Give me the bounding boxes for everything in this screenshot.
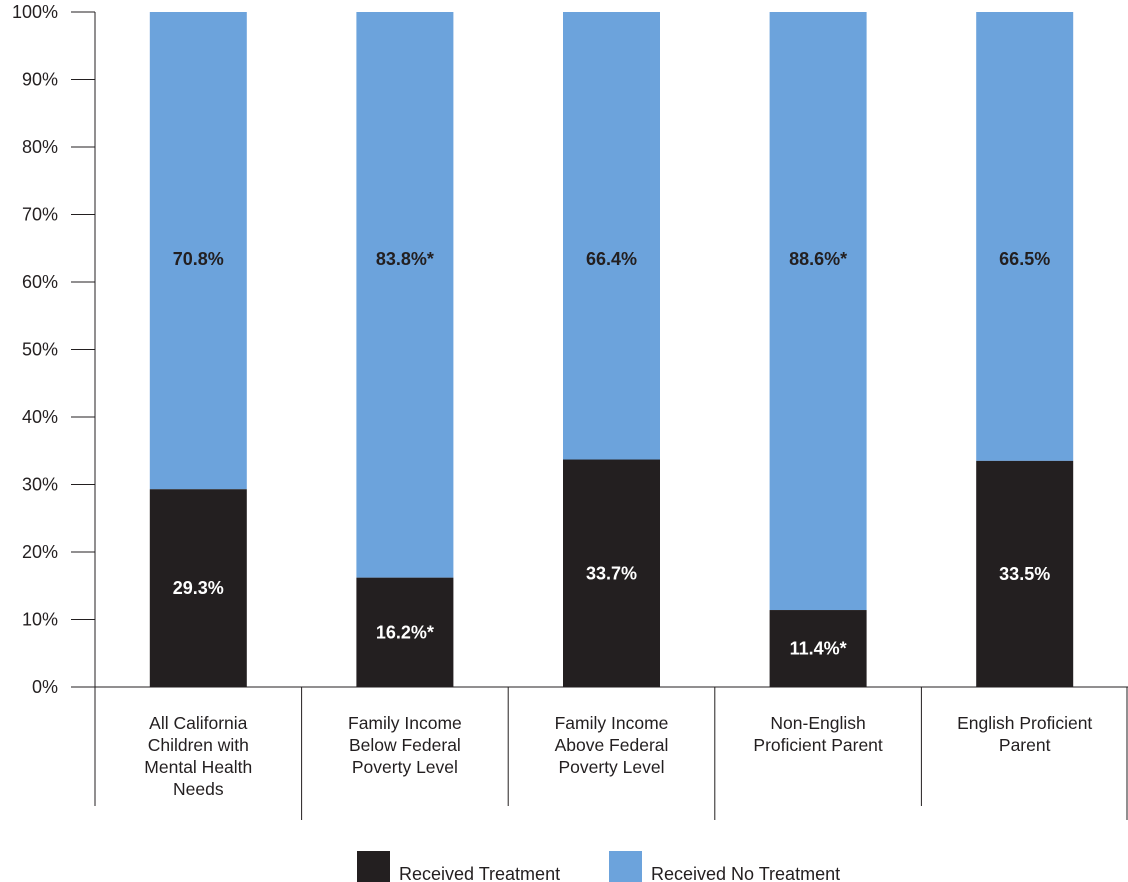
data-label-no-treatment: 66.4% <box>586 249 637 269</box>
bar-received-treatment <box>149 489 247 687</box>
y-tick-label: 90% <box>22 70 58 90</box>
bar-received-no-treatment <box>356 12 454 578</box>
data-label-treatment: 16.2%* <box>376 622 434 642</box>
x-category-label: Non-English Proficient Parent <box>753 713 883 755</box>
legend-item-received-no-treatment: Received No Treatment <box>609 851 840 882</box>
data-label-no-treatment: 83.8%* <box>376 249 434 269</box>
x-category-label: All California Children with Mental Health… <box>144 713 252 799</box>
bar-received-treatment <box>563 459 660 687</box>
legend-swatch <box>609 851 642 882</box>
legend-item-received-treatment: Received Treatment <box>357 851 560 882</box>
data-label-no-treatment: 88.6%* <box>789 249 847 269</box>
data-label-treatment: 11.4%* <box>790 639 847 659</box>
bar-received-treatment <box>976 460 1074 687</box>
x-category-label: English Proficient Parent <box>957 713 1092 755</box>
data-label-no-treatment: 66.5% <box>999 249 1050 269</box>
data-label-treatment: 33.7% <box>586 563 637 583</box>
bar-received-treatment <box>356 577 454 687</box>
y-tick-label: 80% <box>22 137 58 157</box>
legend-label: Received Treatment <box>399 864 560 882</box>
y-tick-label: 20% <box>22 542 58 562</box>
data-label-treatment: 29.3% <box>173 578 224 598</box>
bars: 70.8% 29.3% 83.8%* 16.2%* 66.4% 33.7% 88.6%* 11… <box>149 12 1074 687</box>
x-category-label: Family Income Below Federal Poverty Level <box>348 713 462 777</box>
bar-received-no-treatment <box>976 12 1074 461</box>
y-tick-label: 60% <box>22 272 58 292</box>
y-tick-label: 40% <box>22 407 58 427</box>
bar-received-no-treatment <box>149 12 247 490</box>
y-tick-label: 50% <box>22 340 58 360</box>
y-tick-label: 100% <box>12 2 58 22</box>
legend-label: Received No Treatment <box>651 864 840 882</box>
data-label-no-treatment: 70.8% <box>173 249 224 269</box>
bar-received-treatment <box>769 610 867 687</box>
data-label-treatment: 33.5% <box>999 564 1050 584</box>
y-axis: 0% 10% 20% 30% 40% 50% 60% 70% 80% 90% 100% <box>12 2 96 697</box>
y-tick-label: 0% <box>32 677 58 697</box>
legend-swatch <box>357 851 390 882</box>
bar-received-no-treatment <box>769 12 867 611</box>
y-tick-label: 70% <box>22 205 58 225</box>
legend: Received Treatment Received No Treatment <box>357 851 840 882</box>
y-tick-label: 10% <box>22 610 58 630</box>
bar-received-no-treatment <box>563 12 660 460</box>
x-category-label: Family Income Above Federal Poverty Level <box>555 713 669 777</box>
x-axis: All California Children with Mental Health… <box>94 686 1128 820</box>
y-tick-label: 30% <box>22 475 58 495</box>
